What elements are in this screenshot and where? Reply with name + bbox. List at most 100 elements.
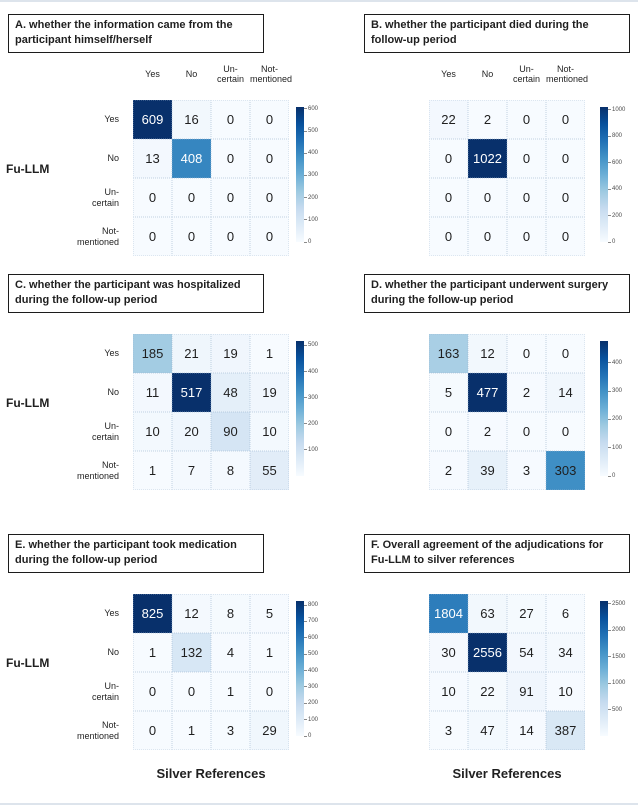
matrix-cell-D-1-2: 12 bbox=[468, 334, 507, 373]
matrix-cell-A-1-3: 0 bbox=[211, 100, 250, 139]
matrix-cell-F-1-1: 1804 bbox=[429, 594, 468, 633]
panel-title: A. whether the information came from the… bbox=[8, 14, 264, 53]
matrix-cell-A-3-4: 0 bbox=[250, 178, 289, 217]
matrix-cell-F-3-4: 10 bbox=[546, 672, 585, 711]
matrix-cell-D-3-2: 2 bbox=[468, 412, 507, 451]
colorbar-tick-label: 200 bbox=[612, 212, 623, 219]
colorbar-tick-label: 500 bbox=[308, 128, 319, 135]
matrix-cell-A-3-3: 0 bbox=[211, 178, 250, 217]
matrix-cell-C-3-3: 90 bbox=[211, 412, 250, 451]
matrix-cell-E-3-2: 0 bbox=[172, 672, 211, 711]
matrix-cell-E-2-1: 1 bbox=[133, 633, 172, 672]
colorbar-tick-label: 800 bbox=[612, 133, 623, 140]
matrix-cell-C-3-1: 10 bbox=[133, 412, 172, 451]
matrix-cell-E-2-3: 4 bbox=[211, 633, 250, 672]
colorbar-tick: 1000 bbox=[608, 680, 625, 686]
matrix-cell-C-1-1: 185 bbox=[133, 334, 172, 373]
colorbar: 0 100 200 300 400 bbox=[600, 341, 638, 479]
row-label: Yes bbox=[104, 114, 119, 125]
colorbar-tick-mark bbox=[304, 653, 307, 655]
matrix-cell-F-2-4: 34 bbox=[546, 633, 585, 672]
colorbar-ticks: 0 100 200 300 400 bbox=[608, 341, 638, 479]
colorbar-tick: 100 bbox=[304, 217, 318, 223]
matrix-cell-A-2-1: 13 bbox=[133, 139, 172, 178]
matrix-cell-B-4-4: 0 bbox=[546, 217, 585, 256]
matrix-cell-D-2-4: 14 bbox=[546, 373, 585, 412]
colorbar-tick-mark bbox=[304, 620, 307, 622]
matrix-cell-D-1-1: 163 bbox=[429, 334, 468, 373]
colorbar-tick-mark bbox=[608, 362, 611, 364]
colorbar-tick: 400 bbox=[608, 360, 622, 366]
panel-A: A. whether the information came from the… bbox=[0, 4, 319, 264]
matrix-cell-D-3-1: 0 bbox=[429, 412, 468, 451]
colorbar-tick-label: 2000 bbox=[612, 627, 626, 634]
matrix-cell-B-4-1: 0 bbox=[429, 217, 468, 256]
colorbar-tick-label: 100 bbox=[612, 444, 623, 451]
colorbar-tick-label: 400 bbox=[308, 667, 319, 674]
colorbar-tick: 500 bbox=[304, 128, 318, 134]
colorbar-tick-mark bbox=[608, 475, 611, 477]
panel-F: F. Overall agreement of the adjudication… bbox=[319, 524, 638, 807]
row-labels: Yes No Un- certain Not- mentioned bbox=[0, 334, 126, 490]
colorbar-tick-mark bbox=[304, 637, 307, 639]
matrix-cell-D-4-2: 39 bbox=[468, 451, 507, 490]
colorbar-tick: 500 bbox=[608, 707, 622, 713]
colorbar-tick: 200 bbox=[304, 700, 318, 706]
colorbar-gradient bbox=[600, 341, 608, 476]
matrix-cell-C-2-4: 19 bbox=[250, 373, 289, 412]
matrix-cell-B-2-2: 1022 bbox=[468, 139, 507, 178]
heatmap-matrix: 185 21 19 1 11 517 48 19 10 20 90 10 1 7 8 55 bbox=[133, 334, 289, 490]
panel-title: B. whether the participant died during t… bbox=[364, 14, 630, 53]
colorbar-tick-label: 100 bbox=[308, 716, 319, 723]
colorbar-tick-mark bbox=[304, 686, 307, 688]
colorbar-tick-mark bbox=[608, 418, 611, 420]
matrix-cell-C-4-1: 1 bbox=[133, 451, 172, 490]
panel-E: E. whether the participant took medicati… bbox=[0, 524, 319, 807]
x-axis-label: Silver References bbox=[156, 766, 266, 781]
matrix-cell-A-1-4: 0 bbox=[250, 100, 289, 139]
colorbar-tick-mark bbox=[608, 135, 611, 137]
row-label: Un- certain bbox=[91, 681, 119, 702]
colorbar-tick-label: 200 bbox=[308, 420, 319, 427]
colorbar-tick-label: 1000 bbox=[612, 106, 626, 113]
column-header: No bbox=[481, 68, 494, 79]
colorbar-tick-mark bbox=[608, 109, 611, 111]
colorbar-tick-mark bbox=[608, 656, 611, 658]
colorbar-tick: 800 bbox=[304, 602, 318, 608]
column-header: Un- certain bbox=[216, 63, 244, 84]
matrix-cell-F-4-3: 14 bbox=[507, 711, 546, 750]
row-label: Not- mentioned bbox=[76, 720, 119, 741]
colorbar-tick: 100 bbox=[608, 445, 622, 451]
matrix-cell-A-4-3: 0 bbox=[211, 217, 250, 256]
colorbar-tick-label: 600 bbox=[612, 159, 623, 166]
matrix-cell-A-4-1: 0 bbox=[133, 217, 172, 256]
colorbar-tick-label: 400 bbox=[612, 186, 623, 193]
colorbar: 0 200 400 600 800 1000 bbox=[600, 106, 638, 245]
colorbar-tick-mark bbox=[304, 219, 307, 221]
panel-D: D. whether the participant underwent sur… bbox=[319, 264, 638, 524]
colorbar: 100 200 300 400 500 bbox=[296, 341, 336, 476]
colorbar-tick-mark bbox=[304, 241, 307, 243]
matrix-cell-E-1-2: 12 bbox=[172, 594, 211, 633]
colorbar-tick: 700 bbox=[304, 618, 318, 624]
matrix-cell-E-3-3: 1 bbox=[211, 672, 250, 711]
matrix-cell-A-2-3: 0 bbox=[211, 139, 250, 178]
matrix-cell-B-1-4: 0 bbox=[546, 100, 585, 139]
matrix-cell-F-1-3: 27 bbox=[507, 594, 546, 633]
x-axis-label: Silver References bbox=[452, 766, 562, 781]
matrix-cell-E-2-2: 132 bbox=[172, 633, 211, 672]
matrix-cell-F-2-3: 54 bbox=[507, 633, 546, 672]
column-header: Not- mentioned bbox=[546, 63, 589, 84]
matrix-cell-F-4-2: 47 bbox=[468, 711, 507, 750]
matrix-cell-E-2-4: 1 bbox=[250, 633, 289, 672]
matrix-cell-C-2-1: 11 bbox=[133, 373, 172, 412]
y-axis-label: Fu-LLM bbox=[6, 162, 50, 176]
colorbar-tick-mark bbox=[304, 719, 307, 721]
matrix-cell-C-2-3: 48 bbox=[211, 373, 250, 412]
row-label: Un- certain bbox=[91, 187, 119, 208]
matrix-cell-D-1-3: 0 bbox=[507, 334, 546, 373]
matrix-cell-A-2-2: 408 bbox=[172, 139, 211, 178]
colorbar-tick-label: 300 bbox=[308, 394, 319, 401]
matrix-cell-D-4-4: 303 bbox=[546, 451, 585, 490]
